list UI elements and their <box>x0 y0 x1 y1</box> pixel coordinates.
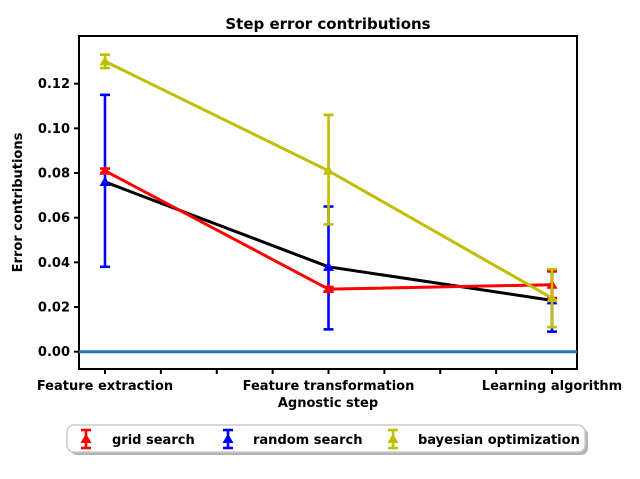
x-axis-label: Agnostic step <box>278 396 378 411</box>
legend-marker <box>80 433 92 443</box>
x-tick-label: Learning algorithm <box>482 379 622 394</box>
y-axis-ticks: 0.00 0.02 0.04 0.06 0.08 0.10 0.12 <box>38 77 79 360</box>
data-marker <box>323 261 334 271</box>
y-tick-label: 0.02 <box>38 301 70 316</box>
y-tick-label: 0.06 <box>38 211 70 226</box>
legend-label: random search <box>253 433 362 448</box>
data-marker <box>323 283 334 294</box>
legend-marker <box>222 433 234 443</box>
data-marker <box>546 292 558 303</box>
data-marker <box>99 165 111 175</box>
legend-box <box>66 424 586 453</box>
legend-label: grid search <box>112 433 195 448</box>
series-bayesian-optimization <box>99 53 558 329</box>
data-marker <box>99 176 111 186</box>
data-marker <box>323 165 334 175</box>
legend-item-bayesian-optimization: bayesian optimization <box>387 428 580 450</box>
y-tick-label: 0.10 <box>38 122 70 137</box>
legend-marker <box>387 433 399 443</box>
x-tick-label: Feature extraction <box>37 379 173 394</box>
legend: grid search random search bayesian optimiz… <box>66 424 588 455</box>
x-tick-label: Feature transformation <box>243 379 415 394</box>
legend-item-grid-search: grid search <box>80 428 195 450</box>
y-tick-label: 0.04 <box>38 256 70 271</box>
y-tick-label: 0.00 <box>38 345 70 360</box>
chart-title: Step error contributions <box>225 15 430 33</box>
y-tick-label: 0.12 <box>38 77 70 92</box>
y-axis-label: Error contributions <box>11 132 26 272</box>
legend-label: bayesian optimization <box>418 433 580 448</box>
legend-item-random-search: random search <box>222 428 362 450</box>
x-axis-ticks: Feature extraction Feature transformation… <box>37 369 622 394</box>
y-tick-label: 0.08 <box>38 167 70 182</box>
data-marker <box>99 55 111 66</box>
